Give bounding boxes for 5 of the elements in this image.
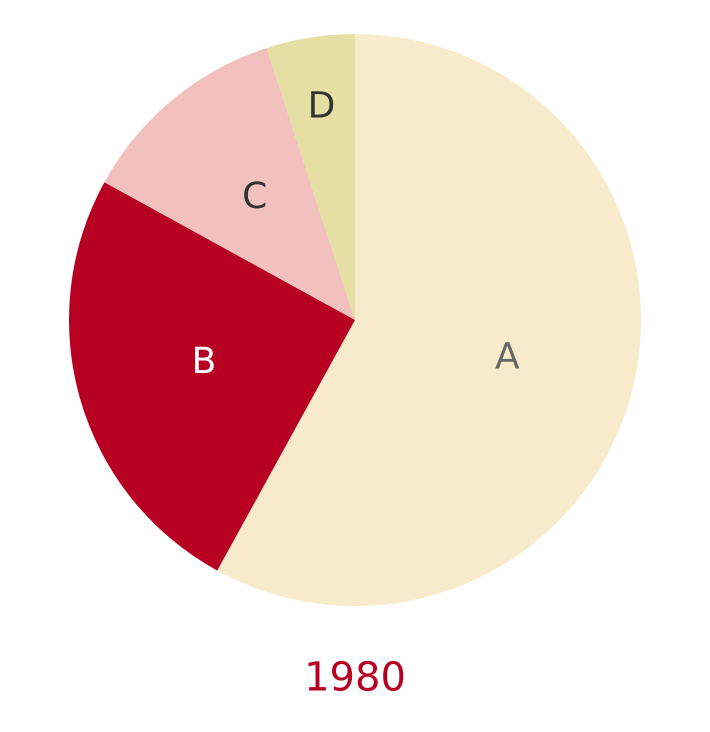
text: 1980 (304, 654, 406, 700)
slice-label: D (308, 86, 336, 126)
slice-label: B (192, 341, 216, 382)
slice-label: C (242, 176, 268, 218)
slice-label: A (495, 336, 520, 378)
